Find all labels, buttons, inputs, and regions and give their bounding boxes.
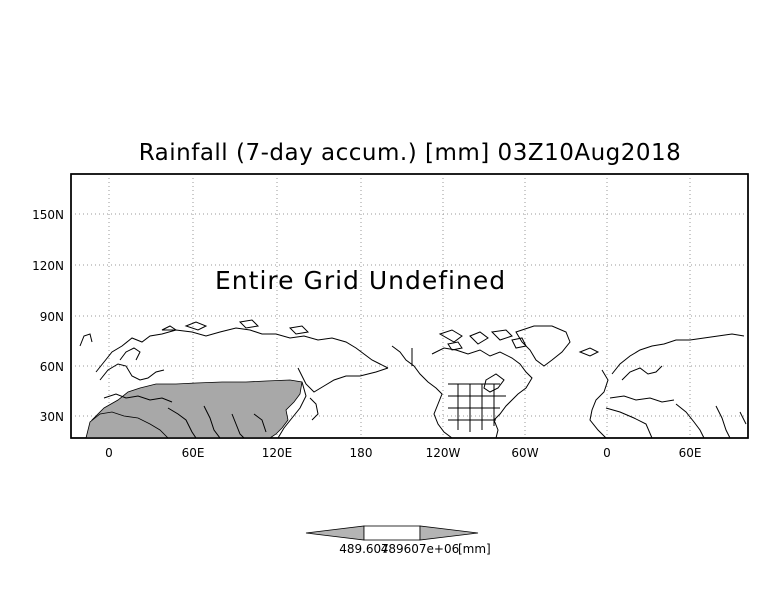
map-title: Rainfall (7-day accum.) [mm] 03Z10Aug201… bbox=[138, 140, 682, 166]
lat-label-90n: 90N bbox=[40, 310, 64, 324]
colorbar-right-arrow bbox=[419, 525, 479, 541]
colorbar: 489.607 489607e+06 [mm] bbox=[305, 525, 491, 556]
lon-label-60w: 60W bbox=[511, 446, 538, 460]
lon-label-120e: 120E bbox=[262, 446, 293, 460]
lat-label-60n: 60N bbox=[40, 360, 64, 374]
colorbar-unit-label: [mm] bbox=[458, 542, 491, 556]
colorbar-left-arrow bbox=[305, 525, 365, 541]
lon-label-60e-right: 60E bbox=[679, 446, 702, 460]
lat-label-120n: 120N bbox=[32, 259, 64, 273]
coastlines bbox=[79, 319, 747, 438]
undefined-message: Entire Grid Undefined bbox=[215, 266, 506, 295]
lat-label-150n: 150N bbox=[32, 208, 64, 222]
colorbar-max-label: 489607e+06 bbox=[381, 542, 460, 556]
lon-label-0: 0 bbox=[105, 446, 113, 460]
colorbar-center bbox=[363, 525, 421, 541]
shaded-region-africa bbox=[85, 411, 169, 438]
lon-label-0-right: 0 bbox=[603, 446, 611, 460]
lon-label-60e: 60E bbox=[182, 446, 205, 460]
lon-label-180: 180 bbox=[350, 446, 373, 460]
lat-label-30n: 30N bbox=[40, 410, 64, 424]
colorbar-min-label: 489.607 bbox=[339, 542, 389, 556]
lon-label-120w: 120W bbox=[426, 446, 461, 460]
